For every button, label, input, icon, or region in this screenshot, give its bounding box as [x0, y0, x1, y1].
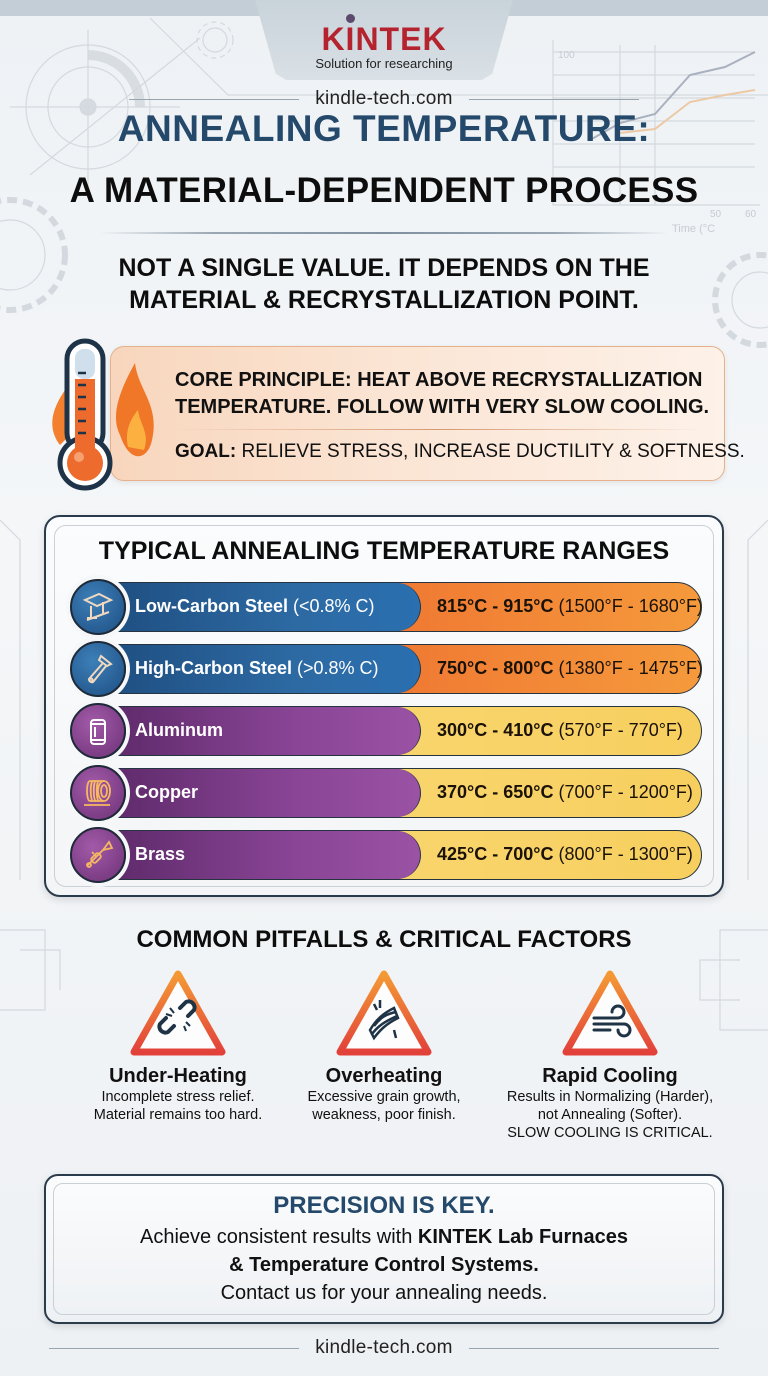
- pitfall-desc-line1: Incomplete stress relief.: [101, 1089, 255, 1105]
- website-header: kindle-tech.com: [0, 88, 768, 110]
- temperature-range: 815°C - 915°C (1500°F - 1680°F): [437, 596, 702, 616]
- pitfall-heading: Overheating: [325, 1065, 443, 1087]
- brand-tagline: Solution for researching: [315, 56, 453, 71]
- material-name: Aluminum: [135, 720, 223, 740]
- material-segment: Brass: [111, 831, 421, 879]
- divider-line: [468, 98, 639, 100]
- core-divider: [171, 429, 704, 430]
- range-bar: Aluminum 300°C - 410°C (570°F - 770°F): [110, 706, 702, 756]
- material-name: Brass: [135, 844, 186, 864]
- website-footer: kindle-tech.com: [0, 1337, 768, 1359]
- brand-name: KINTEK: [321, 14, 446, 56]
- pitfall-desc-line2: Material remains too hard.: [93, 1107, 263, 1123]
- pitfall-desc-line2: not Annealing (Softer).: [537, 1107, 683, 1123]
- pitfalls-title: COMMON PITFALLS & CRITICAL FACTORS: [136, 926, 632, 953]
- hammer-icon: [70, 641, 126, 697]
- pitfall-desc-line1: Results in Normalizing (Harder),: [506, 1089, 714, 1105]
- temperature-range: 370°C - 650°C (700°F - 1200°F): [437, 782, 693, 802]
- logo-dot-icon: [346, 14, 356, 23]
- material-name: High-Carbon Steel (>0.8% C): [135, 658, 379, 678]
- subtitle-line2: MATERIAL & RECRYSTALLIZATION POINT.: [129, 286, 639, 314]
- pitfall-desc-line1: Excessive grain growth,: [307, 1089, 461, 1105]
- goal-text: GOAL: RELIEVE STRESS, INCREASE DUCTILITY…: [175, 441, 745, 462]
- cta-heading: PRECISION IS KEY.: [273, 1192, 495, 1219]
- temperature-range: 300°C - 410°C (570°F - 770°F): [437, 720, 683, 740]
- cta-line3: Contact us for your annealing needs.: [220, 1282, 548, 1304]
- temperature-ranges-card: TYPICAL ANNEALING TEMPERATURE RANGES Low…: [44, 515, 724, 897]
- card-title: TYPICAL ANNEALING TEMPERATURE RANGES: [98, 537, 670, 565]
- card-inner-border: [54, 525, 714, 887]
- trumpet-icon: [70, 827, 126, 883]
- can-icon: [70, 703, 126, 759]
- temperature-range: 750°C - 800°C (1380°F - 1475°F): [437, 658, 702, 678]
- range-bar: High-Carbon Steel (>0.8% C) 750°C - 800°…: [110, 644, 702, 694]
- material-segment: High-Carbon Steel (>0.8% C): [111, 645, 421, 693]
- range-bar: Low-Carbon Steel (<0.8% C) 815°C - 915°C…: [110, 582, 702, 632]
- core-principle-text: CORE PRINCIPLE: HEAT ABOVE RECRYSTALLIZA…: [175, 369, 710, 418]
- thermometer-flame-icon: [40, 335, 160, 495]
- range-row-high-carbon-steel: High-Carbon Steel (>0.8% C) 750°C - 800°…: [70, 641, 702, 697]
- pitfall-under-heating: Under-Heating Incomplete stress relief. …: [68, 968, 288, 1124]
- cta-line2: & Temperature Control Systems.: [229, 1254, 539, 1276]
- core-principle-box: CORE PRINCIPLE: HEAT ABOVE RECRYSTALLIZA…: [110, 346, 745, 481]
- material-name: Copper: [135, 782, 198, 802]
- pitfall-rapid-cooling: Rapid Cooling Results in Normalizing (Ha…: [500, 968, 720, 1142]
- pitfall-desc-line2: weakness, poor finish.: [312, 1107, 456, 1123]
- pitfall-heading: Under-Heating: [109, 1065, 247, 1087]
- range-row-aluminum: Aluminum 300°C - 410°C (570°F - 770°F): [70, 703, 702, 759]
- material-segment: Aluminum: [111, 707, 421, 755]
- pitfall-heading: Rapid Cooling: [542, 1065, 678, 1087]
- svg-text:Time (°C: Time (°C: [672, 223, 715, 235]
- range-row-brass: Brass 425°C - 700°C (800°F - 1300°F): [70, 827, 702, 883]
- page-title-line1: ANNEALING TEMPERATURE:: [117, 108, 651, 149]
- divider-line: [468, 1347, 719, 1349]
- range-bar: Copper 370°C - 650°C (700°F - 1200°F): [110, 768, 702, 818]
- wind-icon: [562, 970, 658, 1056]
- title-divider: [100, 232, 668, 234]
- warped-metal-icon: [336, 970, 432, 1056]
- header-logo-tab: [255, 0, 513, 80]
- material-name: Low-Carbon Steel (<0.8% C): [135, 596, 375, 616]
- pitfall-overheating: Overheating Excessive grain growth, weak…: [274, 968, 494, 1124]
- temperature-range: 425°C - 700°C (800°F - 1300°F): [437, 844, 693, 864]
- range-bar: Brass 425°C - 700°C (800°F - 1300°F): [110, 830, 702, 880]
- pitfall-desc-line3: SLOW COOLING IS CRITICAL.: [507, 1125, 713, 1141]
- range-row-copper: Copper 370°C - 650°C (700°F - 1200°F): [70, 765, 702, 821]
- subtitle-line1: NOT A SINGLE VALUE. IT DEPENDS ON THE: [118, 254, 650, 282]
- material-segment: Low-Carbon Steel (<0.8% C): [111, 583, 421, 631]
- broken-chain-icon: [130, 970, 226, 1056]
- divider-line: [49, 1347, 300, 1349]
- precision-cta-box: PRECISION IS KEY. Achieve consistent res…: [44, 1174, 724, 1324]
- i-beam-icon: [70, 579, 126, 635]
- subtitle: NOT A SINGLE VALUE. IT DEPENDS ON THE MA…: [0, 252, 768, 316]
- footer-website-link[interactable]: kindle-tech.com: [315, 1337, 453, 1358]
- website-link[interactable]: kindle-tech.com: [315, 88, 453, 109]
- divider-line: [129, 98, 300, 100]
- range-row-low-carbon-steel: Low-Carbon Steel (<0.8% C) 815°C - 915°C…: [70, 579, 702, 635]
- logo: KINTEK Solution for researching: [0, 14, 768, 72]
- cta-inner-border: [53, 1183, 715, 1315]
- wire-coil-icon: [70, 765, 126, 821]
- cta-line1: Achieve consistent results with KINTEK L…: [140, 1226, 628, 1248]
- material-segment: Copper: [111, 769, 421, 817]
- page-title-line2: A MATERIAL-DEPENDENT PROCESS: [69, 171, 699, 210]
